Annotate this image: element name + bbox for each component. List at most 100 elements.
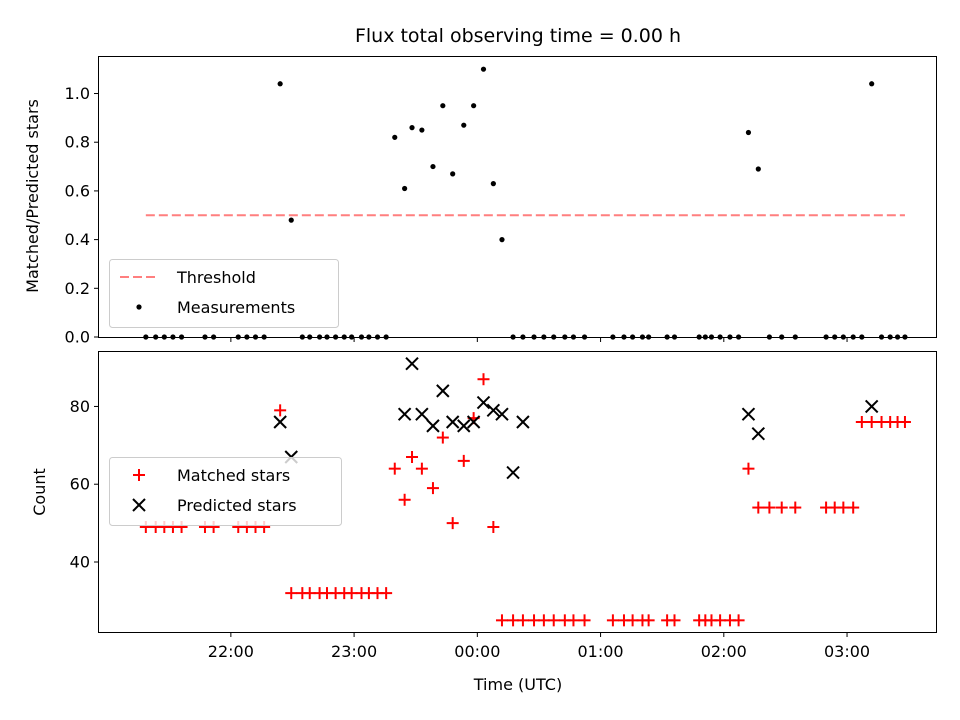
legend-matched-label: Matched stars — [177, 466, 290, 485]
measurement-point — [461, 122, 467, 128]
legend-predicted-swatch — [132, 498, 146, 512]
measurement-point — [402, 185, 408, 192]
predicted-star-point — [476, 395, 491, 410]
matched-star-point — [775, 501, 788, 514]
measurement-point — [288, 217, 294, 223]
bottom-y-tick-label: 80 — [70, 397, 90, 416]
matched-star-point — [898, 416, 911, 428]
matched-star-point — [457, 454, 470, 467]
x-axis-label: Time (UTC) — [473, 675, 562, 694]
x-tick-label: 23:00 — [331, 642, 377, 661]
top-y-tick-label: 0.0 — [65, 328, 90, 347]
predicted-star-point — [466, 415, 481, 429]
matched-star-point — [547, 614, 560, 627]
matched-star-point — [567, 614, 580, 627]
matched-star-point — [763, 501, 776, 514]
matched-star-point — [426, 482, 439, 495]
predicted-star-point — [486, 403, 501, 418]
predicted-star-point — [445, 415, 460, 429]
measurement-point — [440, 103, 446, 109]
predicted-star-point — [495, 407, 509, 421]
matched-star-point — [606, 614, 619, 627]
x-tick-label: 03:00 — [824, 642, 870, 661]
top-panel: Flux total observing time = 0.00 h Match… — [23, 25, 937, 347]
predicted-star-point — [273, 415, 287, 429]
matched-star-point — [446, 517, 459, 530]
matched-star-point — [578, 614, 591, 627]
matched-star-point — [742, 462, 755, 475]
matched-star-point — [789, 501, 802, 514]
predicted-star-point — [506, 465, 520, 480]
measurement-point — [869, 81, 875, 87]
measurement-point — [755, 166, 761, 172]
top-y-tick-label: 0.6 — [65, 181, 90, 200]
matched-star-point — [732, 614, 745, 627]
x-tick-label: 00:00 — [454, 642, 500, 661]
predicted-star-point — [426, 419, 440, 433]
measurement-point — [277, 81, 283, 87]
bottom-y-tick-label: 60 — [70, 475, 90, 494]
predicted-star-point — [751, 426, 766, 441]
top-y-ticks: 0.0 0.2 0.4 0.6 0.8 1.0 — [65, 84, 99, 347]
legend-threshold-label: Threshold — [176, 268, 256, 287]
top-y-tick-label: 0.2 — [65, 279, 90, 298]
bottom-legend-box — [109, 457, 342, 526]
matched-star-point — [406, 451, 419, 463]
top-legend: Threshold Measurements — [109, 259, 339, 328]
top-y-axis-label: Matched/Predicted stars — [23, 99, 42, 293]
predicted-star-point — [436, 384, 450, 398]
matched-star-point — [477, 373, 490, 386]
matched-star-point — [285, 587, 298, 600]
matched-star-point — [274, 404, 287, 417]
top-y-tick-label: 0.4 — [65, 230, 90, 249]
predicted-star-point — [457, 419, 471, 433]
measurement-point — [745, 129, 752, 136]
predicted-star-point — [405, 356, 419, 371]
measurement-point — [430, 163, 436, 170]
legend-measurements-label: Measurements — [177, 298, 295, 317]
matched-star-point — [436, 431, 449, 444]
bottom-plot-frame — [98, 351, 937, 633]
top-legend-box — [109, 259, 339, 328]
bottom-x-ticks: 22:00 23:00 00:00 01:00 02:00 03:00 — [208, 632, 870, 661]
predicted-star-point — [864, 399, 879, 414]
measurement-point — [471, 103, 477, 109]
matched-star-point — [516, 614, 529, 627]
predicted-star-point — [516, 415, 530, 429]
matched-star-point — [398, 493, 411, 506]
matched-star-point — [495, 614, 508, 627]
matched-star-point — [415, 462, 428, 475]
measurement-point — [499, 237, 505, 243]
matched-star-point — [380, 587, 393, 600]
measurement-point — [480, 66, 487, 72]
bottom-y-ticks: 40 60 80 — [70, 397, 99, 572]
top-chart-title: Flux total observing time = 0.00 h — [355, 25, 681, 47]
legend-matched-swatch — [133, 469, 145, 481]
measurement-point — [419, 127, 425, 133]
measurement-point — [450, 171, 456, 177]
x-tick-label: 22:00 — [208, 642, 254, 661]
matched-star-point — [487, 521, 500, 533]
matched-star-point — [847, 501, 860, 514]
bottom-legend: Matched stars Predicted stars — [109, 457, 342, 526]
bottom-y-axis-label: Count — [30, 468, 49, 516]
measurement-point — [409, 125, 415, 131]
matched-star-point — [752, 501, 765, 514]
bottom-panel: Count Time (UTC) 40 60 80 22:00 23:00 00:00 0… — [30, 351, 937, 694]
top-plot-frame — [98, 56, 937, 338]
measurement-point — [392, 134, 398, 140]
matched-star-point — [642, 614, 655, 627]
legend-predicted-label: Predicted stars — [177, 496, 297, 515]
matched-star-point — [388, 462, 401, 475]
x-tick-label: 01:00 — [578, 642, 624, 661]
predicted-star-point — [397, 407, 412, 421]
predicted-star-point — [415, 407, 429, 421]
legend-measurements-swatch — [136, 304, 142, 310]
bottom-y-tick-label: 40 — [70, 553, 90, 572]
measurement-point — [490, 181, 496, 187]
top-y-tick-label: 1.0 — [65, 84, 90, 103]
x-tick-label: 02:00 — [701, 642, 747, 661]
predicted-star-point — [741, 407, 756, 421]
